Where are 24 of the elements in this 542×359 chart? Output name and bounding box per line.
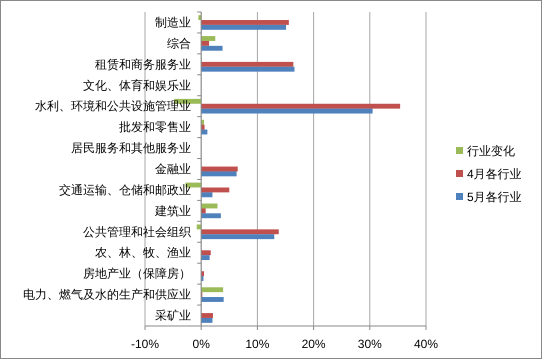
- y-tick-label: 公共管理和社会组织: [83, 224, 192, 239]
- y-tick-label: 交通运输、仓储和邮政业: [59, 182, 192, 197]
- y-tick-label: 农、林、牧、渔业: [95, 246, 192, 260]
- x-tick-label: 40%: [414, 337, 438, 351]
- x-tick-label: 10%: [245, 337, 270, 351]
- x-tick-label: 0%: [192, 337, 210, 351]
- x-tick-label: 30%: [358, 337, 382, 351]
- y-tick-label: 电力、燃气及水的生产和供应业: [23, 288, 192, 302]
- y-tick-label: 批发和零售业: [119, 120, 192, 134]
- y-tick-label: 制造业: [155, 15, 192, 30]
- y-tick-label: 综合: [167, 36, 192, 50]
- y-tick-label: 居民服务和其他服务业: [71, 141, 192, 156]
- y-tick-label: 水利、环境和公共设施管理业: [35, 99, 192, 114]
- y-tick-label: 金融业: [155, 162, 192, 176]
- y-tick-label: 房地产业（保障房）: [83, 266, 192, 281]
- y-tick-label: 建筑业: [154, 204, 192, 218]
- x-tick-label: 20%: [302, 337, 326, 351]
- y-tick-label: 采矿业: [155, 308, 192, 323]
- legend-label: 4月各行业: [467, 167, 522, 181]
- y-tick-label: 文化、体育和娱乐业: [83, 78, 192, 92]
- legend-label: 5月各行业: [467, 190, 522, 204]
- x-tick-label: -10%: [130, 337, 160, 351]
- legend-label: 行业变化: [467, 144, 515, 158]
- y-tick-label: 租赁和商务服务业: [95, 57, 192, 72]
